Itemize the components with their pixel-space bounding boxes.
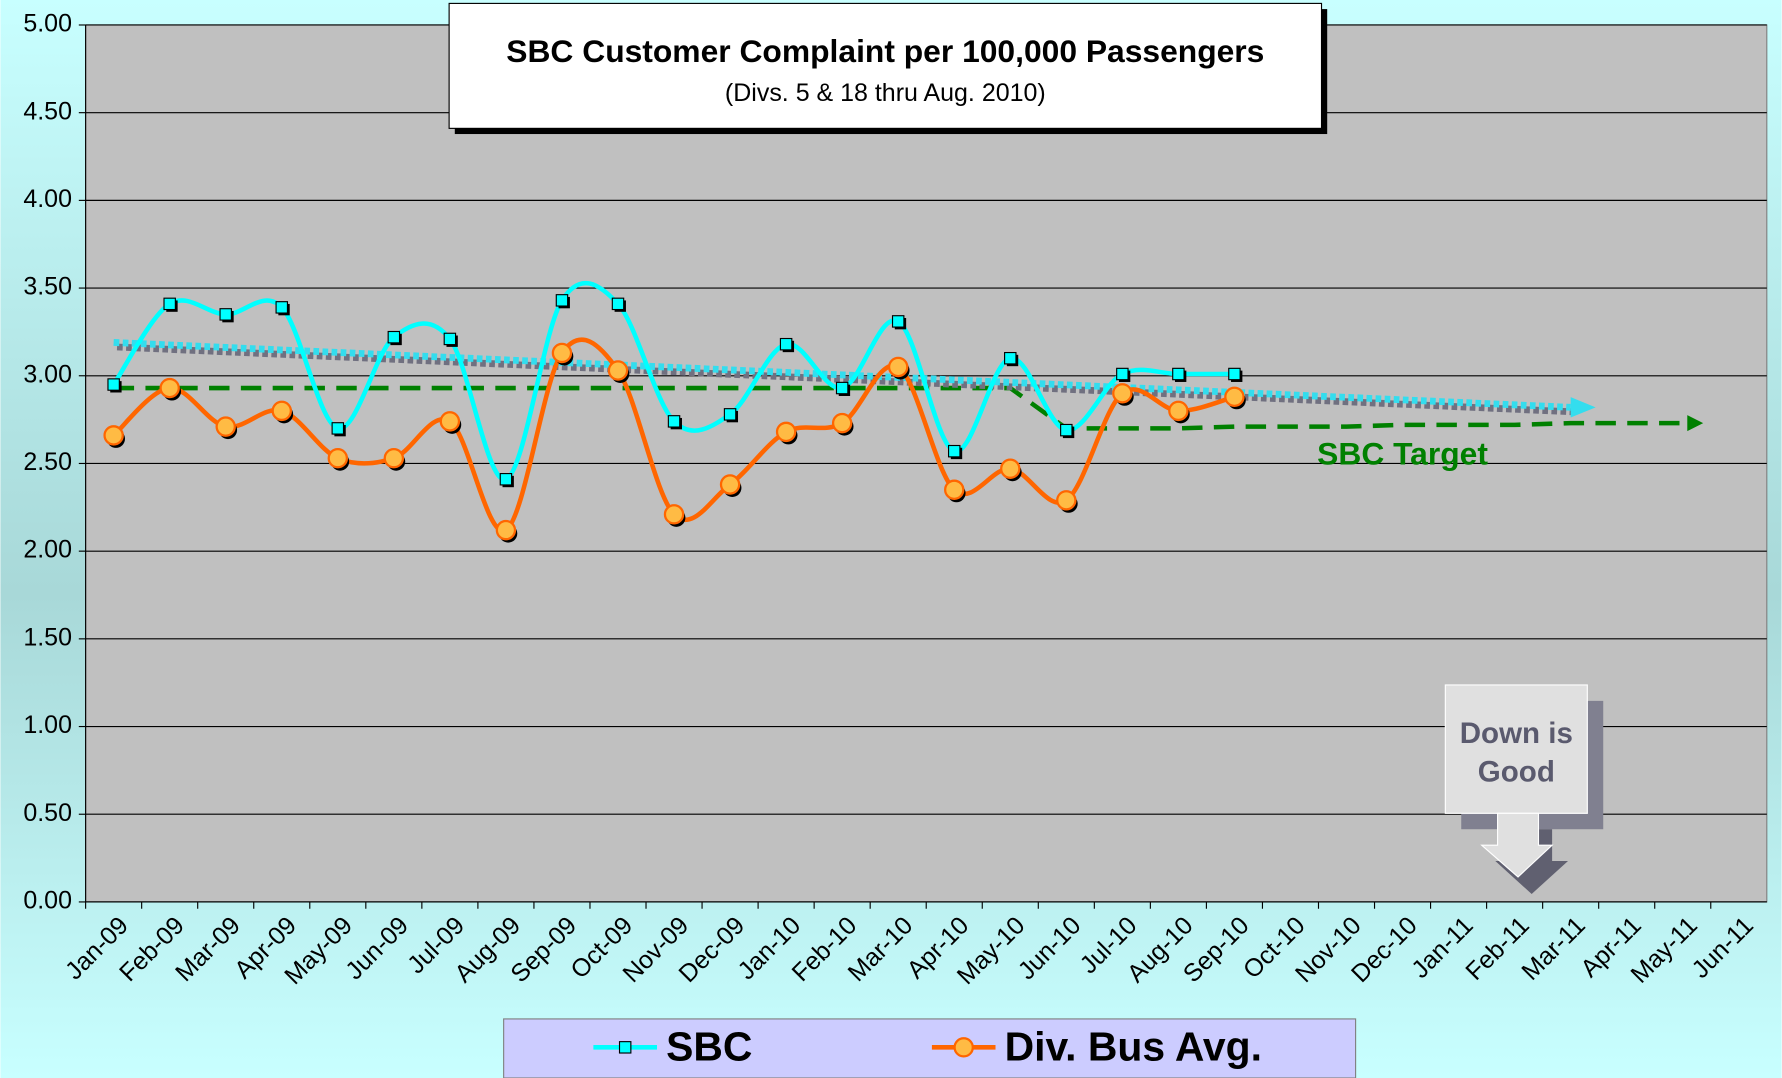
marker [1004, 351, 1017, 365]
y-tick-label: 5.00 [23, 10, 72, 38]
note-text: Down is Good [1459, 715, 1573, 789]
marker [275, 301, 289, 314]
marker [159, 377, 180, 399]
marker [443, 332, 457, 346]
marker [103, 425, 124, 446]
y-tick-label: 1.50 [23, 623, 72, 651]
marker [219, 308, 232, 321]
y-tick-label: 0.50 [23, 799, 72, 827]
title-box [448, 2, 1323, 129]
marker [891, 315, 905, 328]
y-tick-label: 3.00 [23, 360, 72, 388]
marker [555, 294, 569, 307]
target-line [113, 385, 1683, 431]
note-box [1444, 684, 1588, 814]
marker [215, 416, 236, 437]
marker [944, 479, 965, 500]
y-tick-label: 2.50 [23, 448, 72, 476]
marker [439, 411, 461, 432]
marker [107, 378, 120, 391]
marker [551, 342, 573, 364]
marker [611, 297, 625, 311]
trend-arrow [1570, 397, 1596, 418]
marker [779, 337, 793, 351]
marker [1116, 367, 1129, 381]
marker [663, 504, 685, 525]
note-arrow [1480, 812, 1554, 878]
marker [1168, 400, 1189, 422]
marker [831, 412, 853, 434]
legend-marker [618, 1041, 632, 1054]
y-tick-label: 0.00 [23, 887, 72, 915]
y-tick-label: 4.00 [23, 185, 72, 213]
marker [499, 472, 513, 486]
marker [1172, 367, 1185, 381]
marker [947, 444, 961, 458]
marker [719, 474, 741, 495]
y-tick-label: 1.00 [23, 711, 72, 739]
marker [331, 422, 345, 435]
legend-label: Div. Bus Avg. [1005, 1023, 1262, 1069]
marker [667, 415, 681, 428]
marker [775, 421, 797, 443]
marker [887, 356, 909, 378]
marker [1056, 490, 1077, 511]
marker [327, 447, 349, 469]
marker [1000, 458, 1021, 479]
legend-label: SBC [666, 1023, 752, 1069]
marker [495, 519, 517, 541]
marker [835, 381, 849, 395]
marker [387, 330, 401, 344]
y-tick-label: 4.50 [23, 97, 72, 125]
trend-shadow [116, 343, 1575, 416]
chart-subtitle: (Divs. 5 & 18 thru Aug. 2010) [725, 79, 1046, 107]
marker [723, 408, 737, 421]
marker [1060, 423, 1073, 437]
marker [1112, 383, 1133, 404]
y-tick-label: 3.50 [23, 273, 72, 301]
target-arrow [1687, 415, 1704, 432]
marker [1228, 367, 1241, 381]
marker [1224, 386, 1245, 408]
target-label: SBC Target [1317, 436, 1488, 472]
marker [163, 297, 176, 311]
y-tick-label: 2.00 [23, 536, 72, 564]
chart-title: SBC Customer Complaint per 100,000 Passe… [506, 33, 1264, 69]
marker [383, 447, 405, 469]
marker [271, 400, 292, 422]
trend-line [113, 339, 1571, 411]
legend-marker [953, 1037, 974, 1058]
note-wrap: Down is Good [1459, 715, 1573, 789]
marker [607, 360, 629, 381]
